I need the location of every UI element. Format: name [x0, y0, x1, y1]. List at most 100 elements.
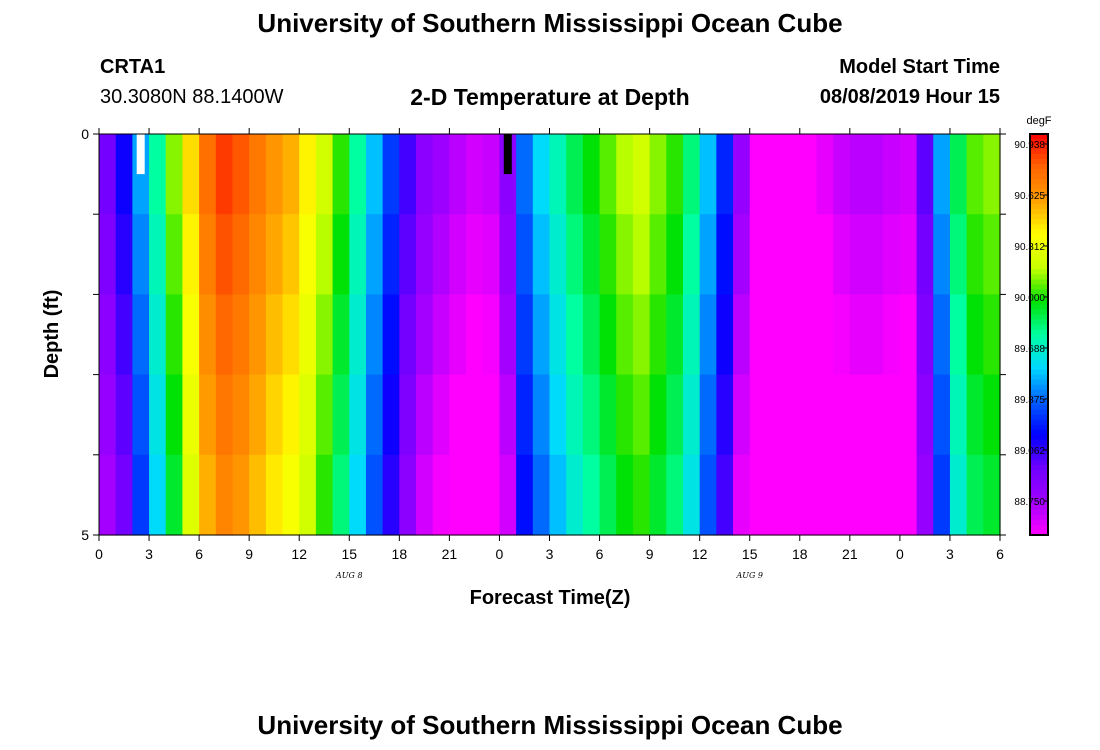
heatmap-cell	[883, 214, 901, 295]
colorbar-segment	[1030, 144, 1048, 150]
colorbar-segment	[1030, 234, 1048, 240]
heatmap-cell	[766, 134, 784, 215]
colorbar-segment	[1030, 474, 1048, 481]
heatmap-cell	[666, 374, 684, 456]
heatmap-cell	[499, 294, 517, 376]
colorbar-segment	[1030, 469, 1048, 476]
colorbar-segment	[1030, 239, 1048, 245]
heatmap-cell	[916, 374, 934, 456]
heatmap-cell	[249, 294, 267, 376]
colorbar-segment	[1030, 439, 1048, 446]
colorbar-segment	[1030, 394, 1048, 401]
heatmap-cell	[132, 454, 150, 536]
heatmap-cell	[416, 454, 434, 536]
heatmap-cell	[733, 134, 751, 215]
x-tick-label: 12	[291, 546, 307, 562]
x-tick-label: 3	[946, 546, 954, 562]
colorbar-segment	[1030, 484, 1048, 491]
heatmap-cell	[799, 214, 818, 295]
heatmap-cell	[933, 134, 951, 215]
chart-title-top: University of Southern Mississippi Ocean…	[257, 8, 843, 38]
heatmap-cell	[599, 134, 617, 215]
x-tick-label: 3	[546, 546, 554, 562]
colorbar-segment	[1030, 304, 1048, 311]
heatmap-cell	[265, 454, 284, 536]
heatmap-cell	[232, 214, 250, 295]
heatmap-cell	[499, 374, 517, 456]
heatmap-cell	[149, 454, 167, 536]
heatmap-cell	[766, 454, 784, 536]
heatmap-cell	[482, 134, 501, 215]
heatmap-cell	[399, 374, 417, 456]
colorbar-segment	[1030, 399, 1048, 406]
heatmap-cell	[983, 374, 1001, 456]
heatmap-cell	[132, 134, 150, 215]
heatmap-cell	[866, 374, 884, 456]
heatmap-cell	[983, 454, 1001, 536]
colorbar-tick-label: 89.688	[1014, 344, 1045, 355]
x-tick-label: 21	[442, 546, 458, 562]
colorbar-segment	[1030, 479, 1048, 486]
heatmap-cell	[649, 454, 667, 536]
x-tick-label: 21	[842, 546, 858, 562]
heatmap-cell	[983, 294, 1001, 376]
heatmap-cell	[716, 374, 734, 456]
heatmap-cell	[182, 214, 200, 295]
colorbar-segment	[1030, 374, 1048, 381]
heatmap-cell	[733, 454, 751, 536]
heatmap-cell	[532, 374, 551, 456]
colorbar-segment	[1030, 319, 1048, 326]
heatmap-cell	[99, 374, 117, 456]
colorbar-tick-label: 89.062	[1014, 446, 1045, 457]
heatmap-cell	[215, 134, 234, 215]
colorbar-segment	[1030, 389, 1048, 396]
heatmap-cell	[833, 294, 851, 376]
heatmap-cell	[682, 134, 701, 215]
heatmap-cell	[816, 134, 834, 215]
plot-title: 2-D Temperature at Depth	[410, 84, 690, 110]
colorbar-segment	[1030, 219, 1048, 225]
heatmap-cell	[132, 294, 150, 376]
heatmap-cell	[983, 134, 1001, 215]
heatmap-cell	[733, 294, 751, 376]
colorbar-segment	[1030, 494, 1048, 501]
heatmap-cell	[649, 214, 667, 295]
heatmap-cell	[382, 374, 400, 456]
x-tick-label: 6	[996, 546, 1004, 562]
heatmap-cell	[883, 374, 901, 456]
heatmap-cell	[349, 374, 367, 456]
colorbar-segment	[1030, 149, 1048, 155]
heatmap-cell	[382, 134, 400, 215]
heatmap-cell	[482, 374, 501, 456]
heatmap-cell	[249, 214, 267, 295]
heatmap-cell	[849, 294, 868, 376]
heatmap-cell	[949, 454, 968, 536]
colorbar-segment	[1030, 289, 1048, 295]
heatmap-cell	[432, 454, 450, 536]
colorbar-segment	[1030, 294, 1048, 301]
heatmap-cell	[182, 454, 200, 536]
heatmap-cell	[432, 294, 450, 376]
colorbar: 90.938 90.625 90.312 90.000 89.688 89.375 89.0…	[1014, 133, 1049, 536]
heatmap-cell	[349, 454, 367, 536]
colorbar-segment	[1030, 339, 1048, 346]
missing-cell	[136, 134, 145, 175]
heatmap-cell	[182, 294, 200, 376]
heatmap-cell	[532, 134, 551, 215]
heatmap-cell	[883, 134, 901, 215]
x-tick-label: 9	[245, 546, 253, 562]
y-tick-labels: 05	[81, 126, 89, 543]
x-tick-label: 15	[341, 546, 357, 562]
heatmap-cell	[499, 214, 517, 295]
heatmap-cell	[399, 454, 417, 536]
heatmap-cell	[866, 134, 884, 215]
colorbar-segment	[1030, 464, 1048, 471]
heatmap-cell	[299, 454, 317, 536]
heatmap-cell	[699, 294, 717, 376]
heatmap-cell	[299, 294, 317, 376]
heatmap-cell	[365, 294, 384, 376]
heatmap-cell	[299, 374, 317, 456]
heatmap-cell	[816, 454, 834, 536]
heatmap-cell	[783, 294, 801, 376]
heatmap-cell	[849, 374, 868, 456]
